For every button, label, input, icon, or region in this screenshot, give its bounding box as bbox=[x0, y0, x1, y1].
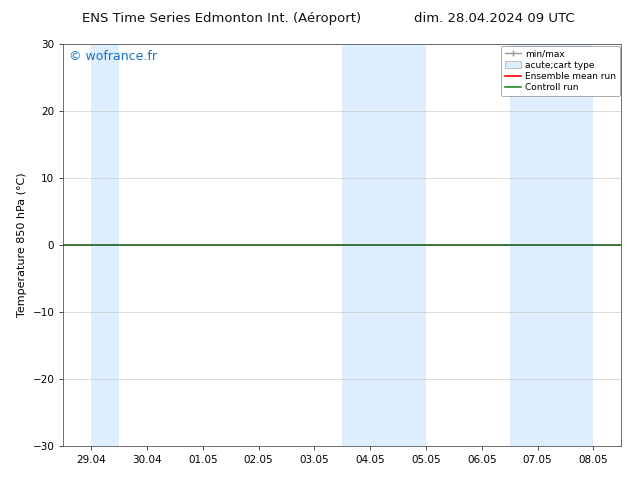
Bar bbox=[91, 44, 119, 446]
Bar bbox=[342, 44, 426, 446]
Text: ENS Time Series Edmonton Int. (Aéroport): ENS Time Series Edmonton Int. (Aéroport) bbox=[82, 12, 361, 25]
Legend: min/max, acute;cart type, Ensemble mean run, Controll run: min/max, acute;cart type, Ensemble mean … bbox=[501, 46, 619, 96]
Y-axis label: Temperature 850 hPa (°C): Temperature 850 hPa (°C) bbox=[17, 172, 27, 318]
Bar bbox=[510, 44, 593, 446]
Text: dim. 28.04.2024 09 UTC: dim. 28.04.2024 09 UTC bbox=[414, 12, 575, 25]
Text: © wofrance.fr: © wofrance.fr bbox=[69, 50, 157, 63]
